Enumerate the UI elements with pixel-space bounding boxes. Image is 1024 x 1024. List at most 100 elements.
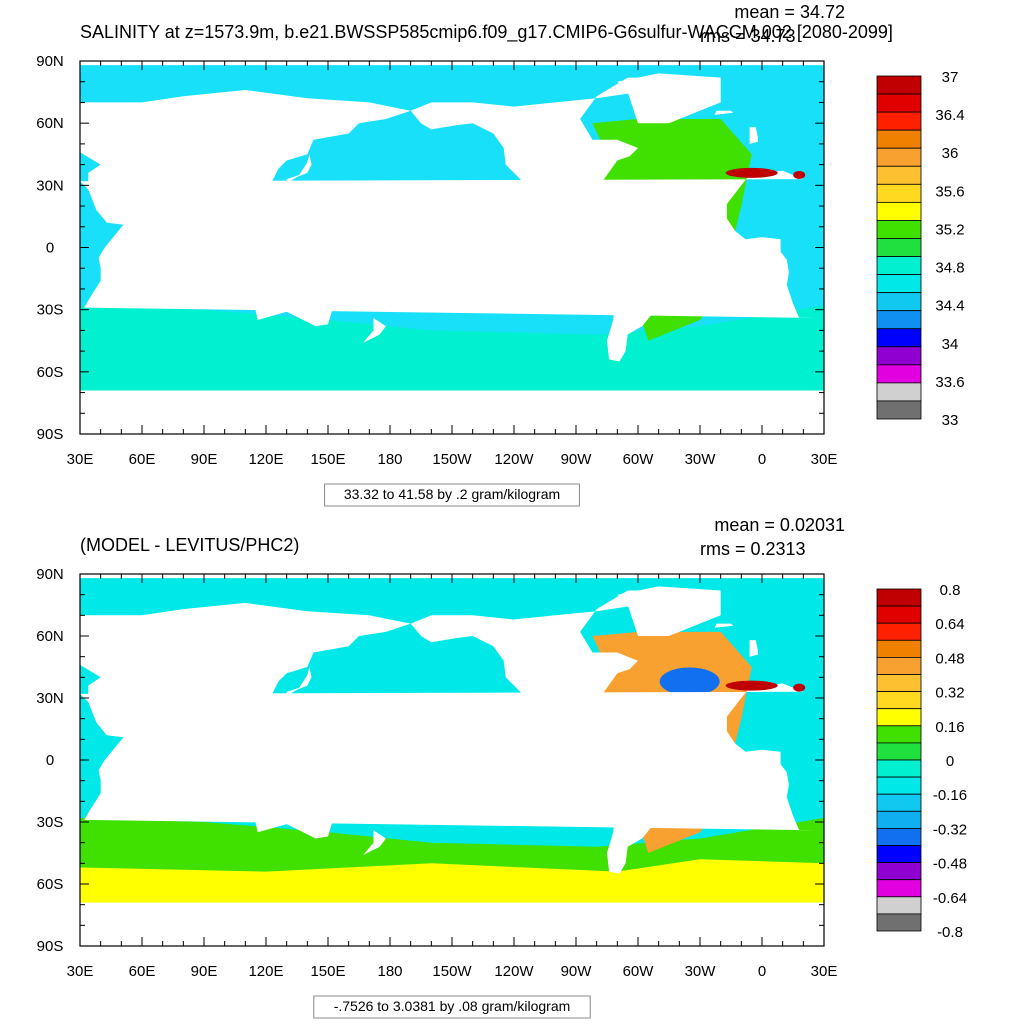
colorbar-label: 37	[942, 69, 959, 86]
land-sumatra	[214, 749, 238, 773]
colorbar-label: 34	[942, 336, 959, 353]
land-cuba	[586, 199, 607, 207]
x-tick-label: 120E	[248, 451, 283, 468]
colorbar-swatch	[876, 364, 922, 384]
y-tick-label: 60N	[36, 628, 64, 645]
colorbar-swatch	[876, 622, 922, 641]
colorbar-label: 0.8	[940, 582, 961, 599]
colorbar-swatch	[876, 93, 922, 113]
colorbar-swatch	[876, 708, 922, 727]
land-madagascar	[108, 276, 122, 300]
land-australia	[253, 782, 335, 839]
colorbar-swatch	[876, 639, 922, 658]
southern-ring-field	[80, 859, 824, 903]
contour-info-box	[313, 995, 591, 1019]
gulf-stream-anomaly	[659, 667, 720, 696]
y-tick-label: 30S	[37, 814, 64, 831]
mediterranean-patch	[793, 170, 806, 179]
chart-title: (MODEL - LEVITUS/PHC2)	[80, 535, 299, 555]
colorbar-swatch	[876, 400, 922, 420]
land-borneo	[245, 233, 264, 256]
y-tick-label: 30S	[37, 302, 64, 319]
mediterranean-patch	[793, 683, 806, 692]
colorbar-swatch	[876, 129, 922, 149]
x-tick-label: 30E	[811, 451, 838, 468]
colorbar-swatch	[876, 147, 922, 167]
colorbar-swatch	[876, 346, 922, 366]
colorbar-swatch	[876, 256, 922, 275]
map-area	[80, 578, 824, 946]
mean-label: mean = 34.72	[734, 2, 845, 22]
y-tick-label: 0	[46, 240, 54, 257]
x-tick-label: 90W	[561, 963, 593, 980]
contour-info-box	[324, 483, 580, 507]
colorbar-swatch	[876, 183, 922, 203]
x-tick-label: 60W	[623, 963, 655, 980]
x-tick-label: 90E	[191, 963, 218, 980]
mediterranean-outflow	[725, 680, 778, 691]
colorbar-label: -0.8	[937, 924, 963, 941]
colorbar-swatch	[876, 75, 922, 95]
x-tick-label: 30W	[685, 451, 717, 468]
mean-label: mean = 0.02031	[714, 515, 845, 535]
colorbar-swatch	[876, 691, 922, 710]
panel-1: 30E 60E 90E 120E 150E 180 150W 120W 90W 60W 30W 0 30…	[36, 2, 965, 507]
land-antarctica	[80, 902, 824, 946]
colorbar-swatch	[876, 274, 922, 294]
y-tick-label: 90S	[37, 426, 64, 443]
x-tick-label: 90E	[191, 451, 218, 468]
land-japan	[286, 154, 312, 184]
colorbar-swatch	[876, 201, 922, 221]
colorbar-label: 0.48	[935, 650, 964, 667]
colorbar-swatch	[876, 657, 922, 675]
contour-info-label: 33.32 to 41.58 by .2 gram/kilogram	[344, 486, 560, 502]
colorbar-label: 0.16	[935, 719, 964, 736]
colorbar-label: 34.8	[935, 260, 964, 277]
land-southamerica	[594, 737, 690, 874]
colorbar-swatch	[876, 588, 922, 607]
land-eurasia	[80, 602, 411, 750]
y-tick-label: 0	[46, 752, 54, 769]
x-tick-label: 30E	[67, 963, 94, 980]
land-uk	[749, 640, 758, 657]
colorbar-swatch	[876, 725, 922, 744]
colorbar-label: 34.4	[935, 298, 964, 315]
colorbar-swatch	[876, 742, 922, 761]
colorbar-swatch	[876, 810, 922, 829]
x-tick-label: 30E	[811, 963, 838, 980]
colorbar-label: 36.4	[935, 107, 964, 124]
colorbar-label: -0.16	[933, 787, 967, 804]
y-tick-label: 30N	[36, 690, 64, 707]
colorbar-swatch	[876, 605, 922, 624]
land-antarctica	[80, 390, 824, 434]
colorbar-swatch	[876, 793, 922, 812]
land-nz	[363, 830, 386, 856]
x-tick-label: 150W	[432, 963, 472, 980]
colorbar-label: 0.64	[935, 616, 964, 633]
colorbar-swatch	[876, 828, 922, 846]
contour-info-label: -.7526 to 3.0381 by .08 gram/kilogram	[334, 998, 571, 1014]
land-iceland	[714, 623, 734, 628]
colorbar-swatch	[876, 310, 922, 330]
x-tick-label: 180	[377, 963, 402, 980]
mediterranean-outflow	[725, 167, 778, 178]
land-australia	[253, 270, 335, 327]
land-iceland	[714, 110, 734, 115]
colorbar-swatch	[876, 111, 922, 131]
x-tick-label: 60W	[623, 451, 655, 468]
land-sumatra	[214, 237, 238, 260]
y-tick-label: 60S	[37, 364, 64, 381]
colorbar-swatch	[876, 674, 922, 693]
colorbar-label: -0.48	[933, 856, 967, 873]
colorbar-label: 35.6	[935, 183, 964, 200]
colorbar-label: 35.2	[935, 221, 964, 238]
land-greenland	[617, 73, 721, 124]
land-northamerica	[410, 77, 659, 231]
land-japan	[286, 667, 312, 696]
x-tick-label: 0	[758, 963, 766, 980]
colorbar-label: 0	[946, 753, 954, 770]
panel-2: 30E 60E 90E 120E 150E 180 150W 120W 90W 60W 30W 0 30…	[36, 515, 967, 1019]
rms-label: rms = 0.2313	[700, 539, 806, 559]
land-nz	[363, 318, 386, 343]
